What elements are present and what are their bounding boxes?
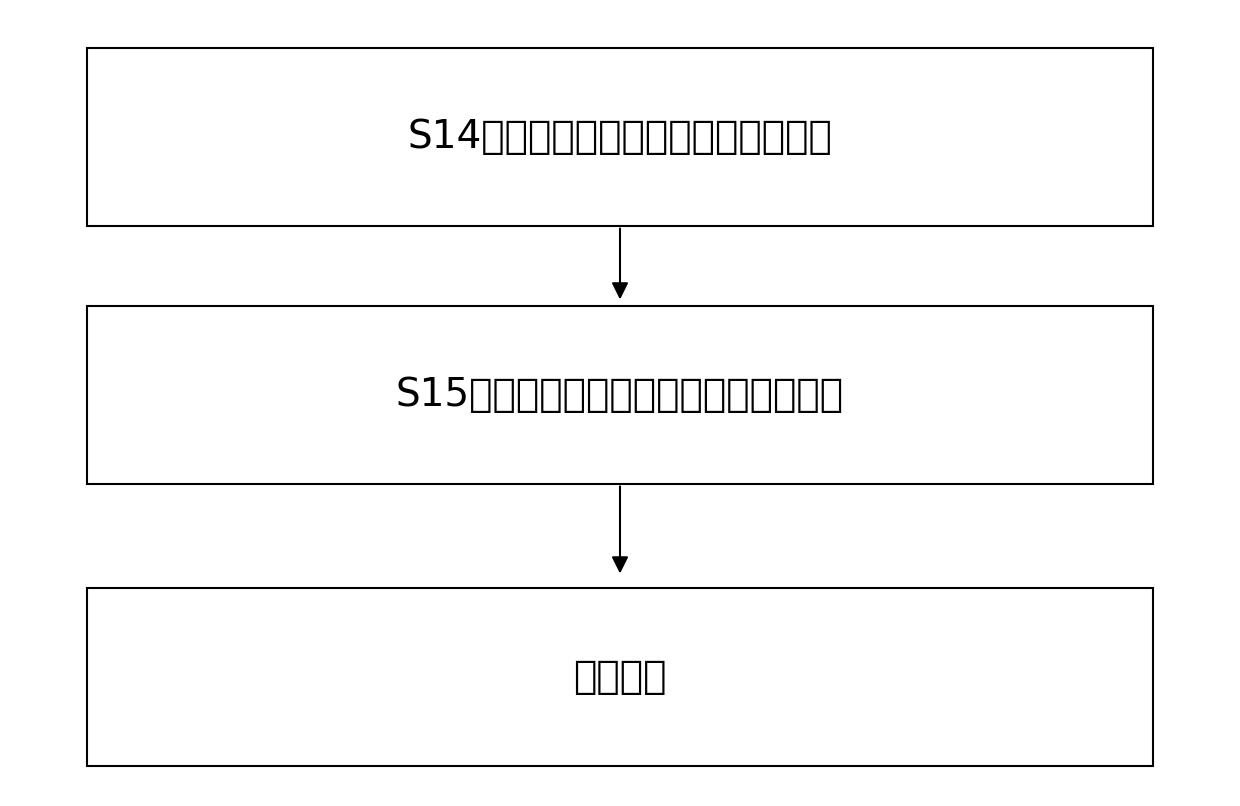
Text: S14：获取现场电表图像的特征信号；: S14：获取现场电表图像的特征信号； [408,118,832,156]
Bar [87,306,1153,484]
Bar [87,48,1153,226]
Text: S15：计算现场电表图像特征信号相似度: S15：计算现场电表图像特征信号相似度 [396,376,844,414]
Text: 输出结果: 输出结果 [573,658,667,696]
Bar [87,588,1153,766]
